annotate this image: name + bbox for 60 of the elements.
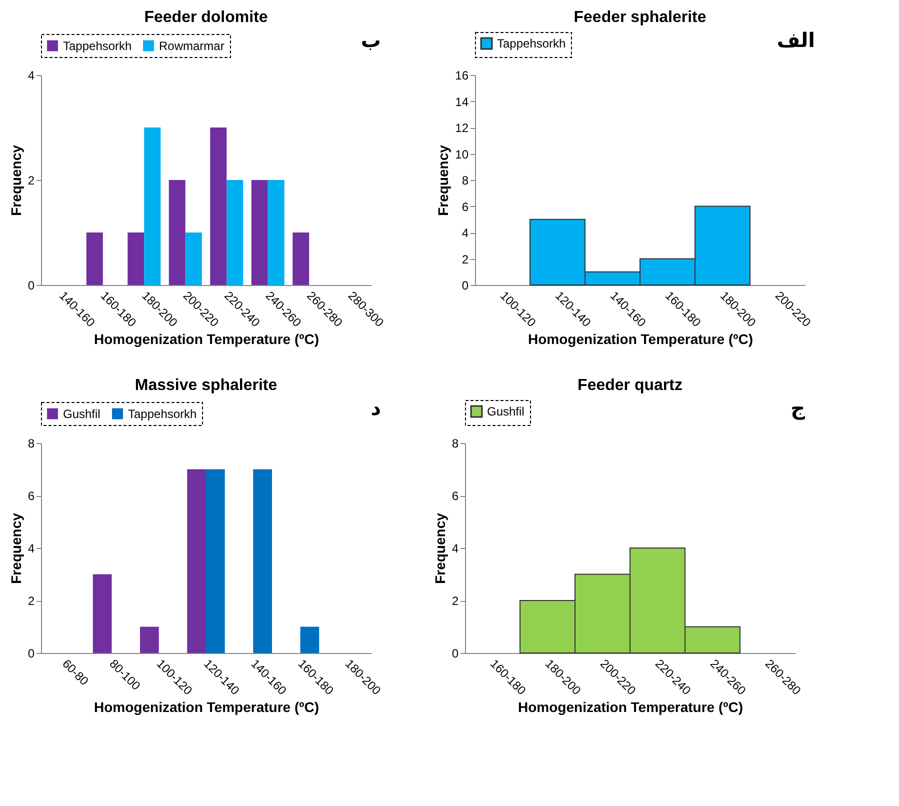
x-axis-title: Homogenization Temperature (ºC) — [94, 698, 319, 715]
y-tick-label: 0 — [28, 278, 35, 292]
y-tick-label: 2 — [452, 594, 459, 608]
y-axis-title: Frequency — [435, 144, 452, 216]
y-tick-label: 6 — [28, 489, 35, 503]
y-tick-label: 8 — [28, 436, 35, 450]
y-axis-title: Frequency — [432, 512, 448, 584]
y-tick-label: 2 — [28, 174, 35, 188]
bar — [253, 469, 272, 653]
y-axis-title: Frequency — [8, 144, 24, 216]
text: الف — [776, 28, 815, 52]
y-tick-label: 4 — [28, 68, 35, 82]
y-tick-label: 8 — [452, 436, 459, 450]
bar — [206, 469, 225, 653]
legend-label: Gushfil — [63, 406, 100, 421]
y-tick-label: 10 — [455, 147, 469, 162]
y-tick-label: 8 — [462, 174, 469, 188]
bar — [292, 232, 310, 285]
y-tick-label: 0 — [452, 646, 459, 660]
y-tick-label: 6 — [452, 489, 459, 503]
y-tick-label: 2 — [28, 594, 35, 608]
bar — [185, 232, 202, 285]
bar — [128, 232, 144, 285]
y-tick-label: 0 — [28, 646, 35, 660]
y-axis-title: Frequency — [8, 512, 24, 584]
chart-title: Feeder dolomite — [144, 9, 268, 26]
bar — [92, 574, 112, 653]
y-tick-label: 12 — [455, 121, 469, 135]
y-tick-label: 16 — [455, 68, 469, 82]
chart-title: Feeder quartz — [578, 377, 682, 394]
y-tick-label: 4 — [28, 542, 35, 556]
bar — [187, 469, 206, 653]
legend-label: Gushfil — [487, 404, 524, 418]
bar — [86, 232, 103, 285]
legend-label: Tappehsorkh — [63, 38, 132, 53]
chart-title: Massive sphalerite — [134, 377, 278, 394]
x-axis-title: Homogenization Temperature (ºC) — [518, 698, 743, 715]
bar — [300, 626, 320, 653]
bar — [140, 626, 159, 653]
chart-title: Feeder sphalerite — [574, 9, 706, 26]
y-tick-label: 4 — [462, 226, 469, 240]
bar — [168, 180, 186, 285]
text: د — [370, 396, 381, 420]
text: ج — [790, 396, 806, 420]
x-axis-title: Homogenization Temperature (ºC) — [94, 330, 319, 347]
y-tick-label: 14 — [455, 94, 469, 109]
bar — [144, 128, 161, 285]
legend-label: Rowmarmar — [159, 38, 224, 53]
y-tick-label: 0 — [462, 278, 469, 292]
bar — [251, 180, 268, 285]
bar — [226, 180, 244, 285]
legend-label: Tappehsorkh — [128, 406, 197, 421]
x-axis-title: Homogenization Temperature (ºC) — [528, 330, 753, 347]
text: ب — [360, 28, 381, 52]
bar — [268, 180, 284, 285]
y-tick-label: 4 — [452, 542, 459, 556]
bar — [210, 128, 227, 285]
y-tick-label: 2 — [462, 252, 469, 266]
y-tick-label: 6 — [462, 200, 469, 214]
legend-label: Tappehsorkh — [497, 36, 566, 50]
